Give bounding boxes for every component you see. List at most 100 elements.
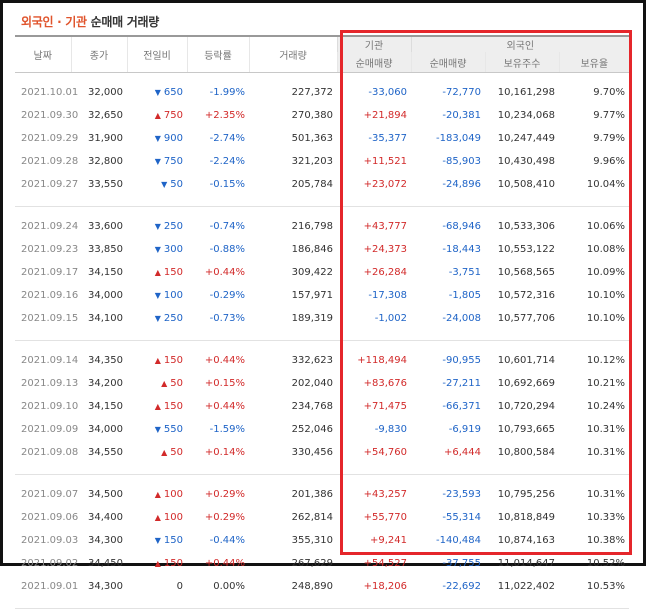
change-value: 100 bbox=[163, 290, 183, 301]
table-row: 2021.09.24 33,600 ▼ 250 -0.74% 216,798 +43,777… bbox=[15, 215, 629, 238]
arrow-down-icon: ▼ bbox=[154, 157, 161, 166]
cell-foreign-net: -24,896 bbox=[442, 179, 481, 190]
arrow-up-icon: ▲ bbox=[161, 379, 168, 388]
change-value: 550 bbox=[163, 424, 183, 435]
cell-volume: 227,372 bbox=[291, 87, 333, 98]
cell-foreign-ratio: 9.79% bbox=[593, 133, 626, 144]
cell-foreign-net: -37,755 bbox=[442, 558, 481, 569]
cell-change: ▲ 50 bbox=[127, 372, 187, 395]
cell-change: ▲ 150 bbox=[127, 395, 187, 418]
cell-rate: -0.88% bbox=[209, 244, 245, 255]
cell-date: 2021.09.28 bbox=[21, 156, 79, 167]
cell-foreign-ratio: 10.52% bbox=[586, 558, 626, 569]
arrow-down-icon: ▼ bbox=[154, 291, 161, 300]
group-divider bbox=[15, 196, 630, 207]
cell-foreign-net: -6,919 bbox=[448, 424, 481, 435]
cell-foreign-ratio: 10.24% bbox=[586, 401, 626, 412]
cell-inst-net: +9,241 bbox=[369, 535, 407, 546]
change-value: 150 bbox=[163, 401, 183, 412]
header-rate: 등락률 bbox=[186, 35, 249, 73]
cell-date: 2021.09.13 bbox=[21, 378, 79, 389]
arrow-down-icon: ▼ bbox=[154, 536, 161, 545]
arrow-down-icon: ▼ bbox=[154, 134, 161, 143]
cell-foreign-ratio: 9.96% bbox=[593, 156, 626, 167]
cell-rate: -0.29% bbox=[209, 290, 245, 301]
cell-foreign-ratio: 10.53% bbox=[586, 581, 626, 592]
cell-inst-net: +55,770 bbox=[363, 512, 407, 523]
arrow-down-icon: ▼ bbox=[154, 425, 161, 434]
cell-foreign-shares: 11,022,402 bbox=[497, 581, 555, 592]
cell-date: 2021.10.01 bbox=[21, 87, 79, 98]
cell-foreign-net: -20,381 bbox=[442, 110, 481, 121]
table-row: 2021.09.28 32,800 ▼ 750 -2.24% 321,203 +11,521… bbox=[15, 150, 629, 173]
cell-volume: 186,846 bbox=[291, 244, 333, 255]
cell-inst-net: +26,284 bbox=[363, 267, 407, 278]
cell-foreign-shares: 10,720,294 bbox=[497, 401, 555, 412]
cell-foreign-net: -72,770 bbox=[442, 87, 481, 98]
cell-change: 0 bbox=[127, 575, 187, 598]
group-divider bbox=[15, 464, 630, 475]
cell-inst-net: +18,206 bbox=[363, 581, 407, 592]
table-header: 날짜 종가 전일비 등락률 거래량 기관 외국인 순매매량 순매매량 보유주수 … bbox=[15, 35, 630, 73]
table-row: 2021.09.30 32,650 ▲ 750 +2.35% 270,380 +21,894… bbox=[15, 104, 629, 127]
cell-foreign-shares: 10,601,714 bbox=[497, 355, 555, 366]
group-divider bbox=[15, 330, 630, 341]
cell-foreign-ratio: 9.70% bbox=[593, 87, 626, 98]
cell-inst-net: +118,494 bbox=[357, 355, 407, 366]
cell-foreign-shares: 10,430,498 bbox=[497, 156, 555, 167]
cell-change: ▲ 150 bbox=[127, 349, 187, 372]
cell-change: ▼ 150 bbox=[127, 529, 187, 552]
header-foreign-shares: 보유주수 bbox=[484, 52, 559, 73]
cell-rate: +0.44% bbox=[204, 267, 245, 278]
cell-change: ▼ 100 bbox=[127, 284, 187, 307]
cell-close: 34,300 bbox=[88, 535, 123, 546]
arrow-down-icon: ▼ bbox=[154, 88, 161, 97]
cell-volume: 270,380 bbox=[291, 110, 333, 121]
cell-close: 34,350 bbox=[88, 355, 123, 366]
cell-close: 33,850 bbox=[88, 244, 123, 255]
header-close: 종가 bbox=[70, 35, 127, 73]
cell-rate: 0.00% bbox=[213, 581, 245, 592]
cell-foreign-net: -66,371 bbox=[442, 401, 481, 412]
header-inst-net: 순매매량 bbox=[336, 52, 411, 73]
cell-date: 2021.09.10 bbox=[21, 401, 79, 412]
cell-volume: 501,363 bbox=[291, 133, 333, 144]
cell-inst-net: +71,475 bbox=[363, 401, 407, 412]
cell-volume: 330,456 bbox=[291, 447, 333, 458]
cell-foreign-shares: 10,692,669 bbox=[497, 378, 555, 389]
cell-foreign-ratio: 10.31% bbox=[586, 447, 626, 458]
cell-volume: 252,046 bbox=[291, 424, 333, 435]
table-row: 2021.10.01 32,000 ▼ 650 -1.99% 227,372 -33,060… bbox=[15, 81, 629, 104]
change-value: 900 bbox=[163, 133, 183, 144]
cell-volume: 157,971 bbox=[291, 290, 333, 301]
cell-volume: 262,814 bbox=[291, 512, 333, 523]
cell-close: 33,550 bbox=[88, 179, 123, 190]
table-row: 2021.09.07 34,500 ▲ 100 +0.29% 201,386 +43,257… bbox=[15, 483, 629, 506]
cell-volume: 189,319 bbox=[291, 313, 333, 324]
cell-date: 2021.09.14 bbox=[21, 355, 79, 366]
cell-date: 2021.09.17 bbox=[21, 267, 79, 278]
cell-change: ▲ 150 bbox=[127, 261, 187, 284]
cell-rate: +0.44% bbox=[204, 401, 245, 412]
cell-foreign-shares: 10,568,565 bbox=[497, 267, 555, 278]
cell-volume: 267,629 bbox=[291, 558, 333, 569]
cell-volume: 248,890 bbox=[291, 581, 333, 592]
change-value: 750 bbox=[163, 156, 183, 167]
cell-date: 2021.09.02 bbox=[21, 558, 79, 569]
table-row: 2021.09.16 34,000 ▼ 100 -0.29% 157,971 -17,308… bbox=[15, 284, 629, 307]
cell-volume: 216,798 bbox=[291, 221, 333, 232]
table-row: 2021.09.13 34,200 ▲ 50 +0.15% 202,040 +83,676 -… bbox=[15, 372, 629, 395]
cell-inst-net: +23,072 bbox=[363, 179, 407, 190]
change-value: 150 bbox=[163, 558, 183, 569]
cell-foreign-ratio: 10.09% bbox=[586, 267, 626, 278]
table-row: 2021.09.09 34,000 ▼ 550 -1.59% 252,046 -9,830 -… bbox=[15, 418, 629, 441]
cell-foreign-ratio: 10.10% bbox=[586, 313, 626, 324]
header-foreign-net: 순매매량 bbox=[410, 52, 485, 73]
header-date: 날짜 bbox=[15, 35, 71, 73]
cell-inst-net: +54,527 bbox=[363, 558, 407, 569]
cell-close: 34,300 bbox=[88, 581, 123, 592]
change-value: 650 bbox=[163, 87, 183, 98]
cell-inst-net: +11,521 bbox=[363, 156, 407, 167]
arrow-down-icon: ▼ bbox=[161, 180, 168, 189]
